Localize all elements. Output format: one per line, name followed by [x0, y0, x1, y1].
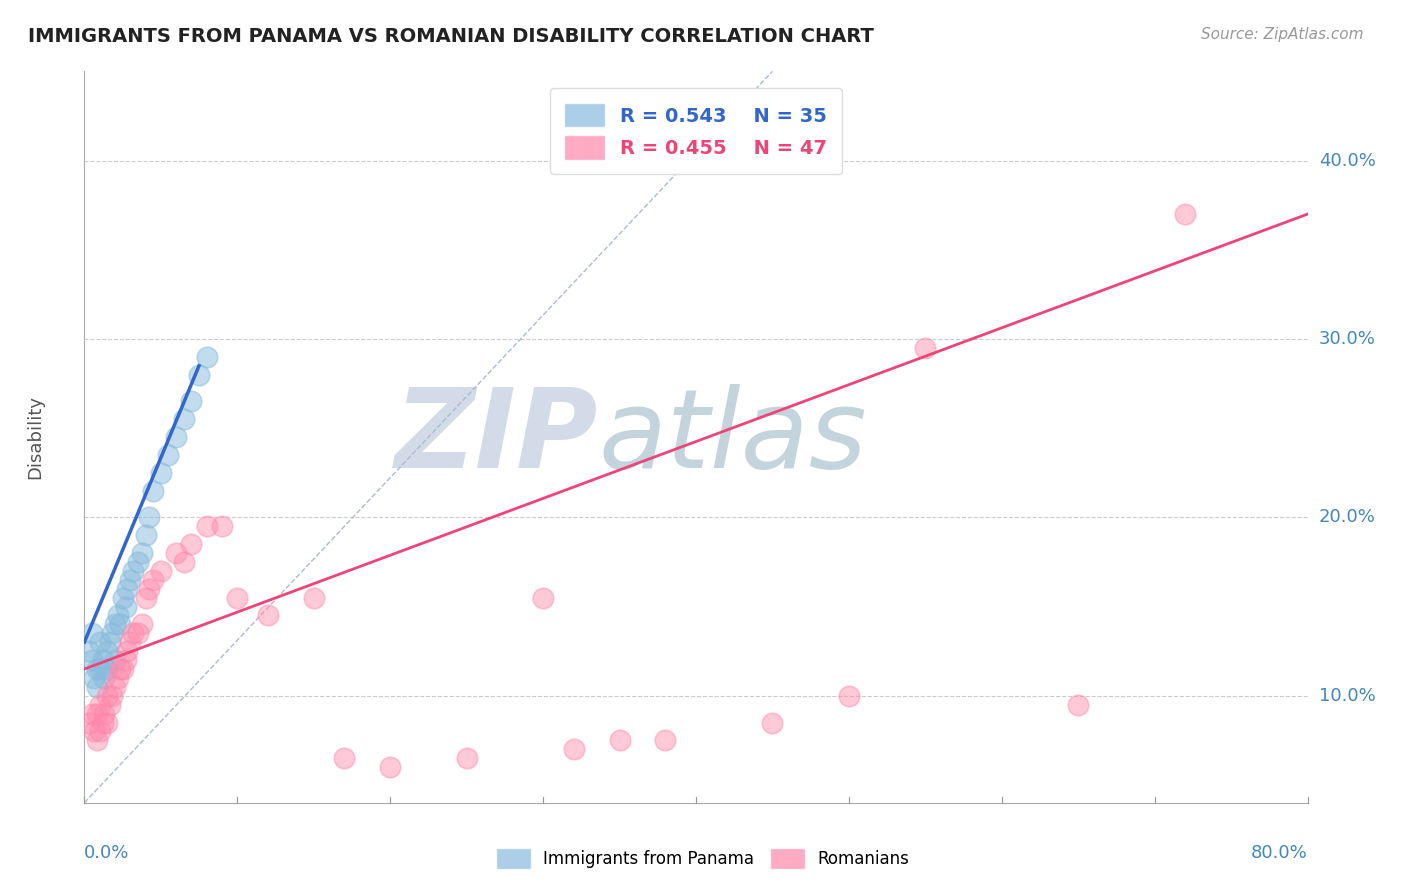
Point [149, 466, 172, 480]
Legend: R = 0.543    N = 35, R = 0.455    N = 47: R = 0.543 N = 35, R = 0.455 N = 47 [550, 88, 842, 174]
Text: Source: ZipAtlas.com: Source: ZipAtlas.com [1201, 27, 1364, 42]
Point [127, 555, 149, 569]
Point [111, 662, 134, 676]
Point [180, 394, 202, 409]
Point [89, 724, 111, 739]
Text: 40.0%: 40.0% [1319, 152, 1375, 169]
Point [107, 671, 129, 685]
Point [96, 644, 118, 658]
Point [111, 591, 134, 605]
Point [456, 751, 478, 765]
Text: 0.0%: 0.0% [84, 845, 129, 863]
Point [77, 715, 100, 730]
Point [114, 599, 136, 614]
Point [531, 591, 554, 605]
Point [562, 742, 585, 756]
Text: 10.0%: 10.0% [1319, 687, 1375, 705]
Point [91, 653, 114, 667]
Point [120, 573, 142, 587]
Point [108, 617, 131, 632]
Point [98, 698, 121, 712]
Point [914, 341, 936, 355]
Point [93, 671, 115, 685]
Point [96, 715, 118, 730]
Point [86, 680, 108, 694]
Text: IMMIGRANTS FROM PANAMA VS ROMANIAN DISABILITY CORRELATION CHART: IMMIGRANTS FROM PANAMA VS ROMANIAN DISAB… [28, 27, 875, 45]
Point [80, 653, 103, 667]
Point [115, 582, 138, 596]
Point [101, 626, 124, 640]
Point [104, 653, 127, 667]
Point [165, 430, 187, 444]
Point [86, 706, 108, 721]
Text: 20.0%: 20.0% [1319, 508, 1375, 526]
Point [86, 733, 108, 747]
Point [93, 706, 115, 721]
Text: Disability: Disability [27, 395, 45, 479]
Point [380, 760, 402, 774]
Point [83, 724, 105, 739]
Point [131, 617, 153, 632]
Point [89, 635, 111, 649]
Point [149, 564, 172, 578]
Point [120, 635, 142, 649]
Point [91, 715, 114, 730]
Point [302, 591, 325, 605]
Point [188, 368, 211, 382]
Point [195, 519, 218, 533]
Point [1067, 698, 1090, 712]
Point [173, 412, 195, 426]
Point [80, 706, 103, 721]
Point [89, 662, 111, 676]
Point [114, 653, 136, 667]
Point [142, 483, 165, 498]
Point [838, 689, 860, 703]
Point [104, 680, 127, 694]
Text: 30.0%: 30.0% [1319, 330, 1375, 348]
Point [138, 510, 160, 524]
Point [122, 626, 145, 640]
Point [142, 573, 165, 587]
Point [131, 546, 153, 560]
Point [1174, 207, 1197, 221]
Point [226, 591, 249, 605]
Point [107, 608, 129, 623]
Point [257, 608, 280, 623]
Point [173, 555, 195, 569]
Point [609, 733, 631, 747]
Point [80, 626, 103, 640]
Point [654, 733, 676, 747]
Point [108, 662, 131, 676]
Point [98, 635, 121, 649]
Text: ZIP: ZIP [395, 384, 598, 491]
Point [761, 715, 783, 730]
Point [333, 751, 356, 765]
Point [138, 582, 160, 596]
Point [211, 519, 233, 533]
Point [180, 537, 202, 551]
Text: 80.0%: 80.0% [1251, 845, 1308, 863]
Point [83, 671, 105, 685]
Point [77, 644, 100, 658]
Point [104, 617, 127, 632]
Point [86, 662, 108, 676]
Point [96, 689, 118, 703]
Legend: Immigrants from Panama, Romanians: Immigrants from Panama, Romanians [489, 842, 917, 875]
Point [89, 698, 111, 712]
Point [127, 626, 149, 640]
Point [101, 689, 124, 703]
Point [96, 662, 118, 676]
Point [195, 350, 218, 364]
Point [135, 528, 157, 542]
Text: atlas: atlas [598, 384, 866, 491]
Point [122, 564, 145, 578]
Point [115, 644, 138, 658]
Point [157, 448, 180, 462]
Point [135, 591, 157, 605]
Point [165, 546, 187, 560]
